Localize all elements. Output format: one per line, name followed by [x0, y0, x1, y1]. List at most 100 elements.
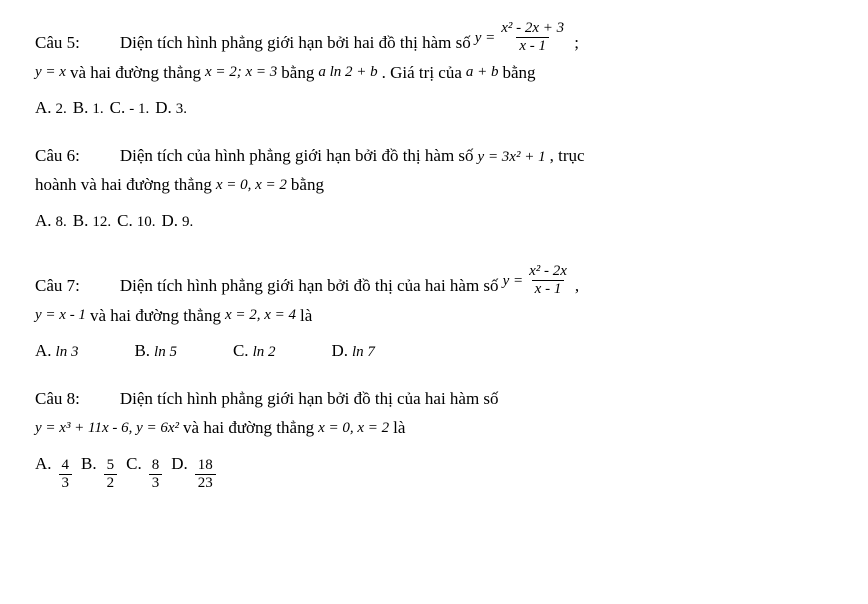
q7-text2a: và hai đường thẳng: [90, 303, 221, 329]
q6-text1: Diện tích của hình phẳng giới hạn bởi đồ…: [120, 143, 474, 169]
q8-answers: A. 4 3 B. 5 2 C. 8 3 D. 18 23: [35, 451, 833, 493]
q7-f2: y = x - 1: [35, 304, 86, 327]
ans-label-d: D.: [331, 338, 348, 364]
q5-f5: a + b: [466, 61, 499, 84]
q6-line2: hoành và hai đường thẳng x = 0, x = 2 bằ…: [35, 172, 833, 198]
q5-fraction1: x² - 2x + 3 x - 1: [498, 20, 567, 56]
ans-label-c: C.: [117, 208, 133, 234]
ans-label-c: C.: [233, 338, 249, 364]
q8-line2: y = x³ + 11x - 6, y = 6x² và hai đường t…: [35, 415, 833, 441]
q7-ansD: ln 7: [352, 341, 375, 364]
period: .: [152, 211, 156, 234]
q8-f2: x = 0, x = 2: [318, 417, 389, 440]
q8-ans-c: C. 8 3: [126, 451, 165, 493]
q6-text2a: hoành và hai đường thẳng: [35, 172, 212, 198]
question-8: Câu 8: Diện tích hình phẳng giới hạn bởi…: [35, 386, 833, 493]
q6-ans-d: D. 9 .: [161, 208, 193, 234]
q8-ansB-frac: 5 2: [104, 457, 118, 493]
q8-ansA-num: 4: [59, 457, 73, 474]
q5-f2: y = x: [35, 61, 66, 84]
q8-ansD-frac: 18 23: [195, 457, 216, 493]
q8-ansC-num: 8: [149, 457, 163, 474]
q7-line2: y = x - 1 và hai đường thẳng x = 2, x = …: [35, 303, 833, 329]
q6-f2: x = 0, x = 2: [216, 174, 287, 197]
q8-ansB-num: 5: [104, 457, 118, 474]
q8-ans-d: D. 18 23: [171, 451, 219, 493]
q7-comma: ,: [575, 273, 579, 299]
period: .: [190, 211, 194, 234]
q5-ans-c: C. - 1.: [110, 95, 150, 121]
period: .: [107, 211, 111, 234]
q6-text1b: , trục: [550, 143, 585, 169]
q8-line1: Câu 8: Diện tích hình phẳng giới hạn bởi…: [35, 386, 833, 412]
q5-formula1-lhs: y =: [475, 27, 496, 50]
q7-ansC: ln 2: [253, 341, 276, 364]
q5-f3: x = 2; x = 3: [205, 61, 277, 84]
q6-text2b: bằng: [291, 172, 324, 198]
q7-f1-den: x - 1: [532, 280, 565, 298]
q8-ansD-num: 18: [195, 457, 216, 474]
q6-answers: A. 8 . B. 12 . C. 10 . D. 9 .: [35, 208, 833, 234]
q7-fraction1: x² - 2x x - 1: [526, 263, 570, 299]
q7-line1: Câu 7: Diện tích hình phẳng giới hạn bởi…: [35, 263, 833, 299]
ans-label-b: B.: [81, 451, 97, 477]
q7-ans-b: B. ln 5: [134, 338, 177, 364]
ans-label-b: B.: [73, 208, 89, 234]
q8-ansA-frac: 4 3: [59, 457, 73, 493]
q5-line2: y = x và hai đường thẳng x = 2; x = 3 bằ…: [35, 60, 833, 86]
q5-text2b: bằng: [281, 60, 314, 86]
q7-ans-d: D. ln 7: [331, 338, 374, 364]
ans-label-d: D.: [161, 208, 178, 234]
q5-line1: Câu 5: Diện tích hình phẳng giới hạn bởi…: [35, 20, 833, 56]
q8-text1: Diện tích hình phẳng giới hạn bởi đồ thị…: [120, 386, 499, 412]
ans-label-c: C.: [126, 451, 142, 477]
ans-label-a: A.: [35, 208, 52, 234]
q7-text2b: là: [300, 303, 312, 329]
q5-ans-a: A. 2.: [35, 95, 67, 121]
period: .: [63, 211, 67, 234]
q6-ansC: 10: [137, 211, 152, 234]
q5-ans-d: D. 3.: [155, 95, 187, 121]
q6-ansA: 8: [56, 211, 64, 234]
q7-ansB: ln 5: [154, 341, 177, 364]
q5-ans-b: B. 1.: [73, 95, 104, 121]
q6-ansD: 9: [182, 211, 190, 234]
q7-f3: x = 2, x = 4: [225, 304, 296, 327]
q7-f1-lhs: y =: [503, 270, 524, 293]
q8-label: Câu 8:: [35, 386, 80, 412]
ans-label-b: B.: [73, 95, 89, 121]
q8-ans-b: B. 5 2: [81, 451, 120, 493]
ans-label-a: A.: [35, 451, 52, 477]
q5-ansD: 3.: [176, 98, 187, 121]
q7-text1: Diện tích hình phẳng giới hạn bởi đồ thị…: [120, 273, 499, 299]
q5-text2a: và hai đường thẳng: [70, 60, 201, 86]
q6-ans-a: A. 8 .: [35, 208, 67, 234]
question-7: Câu 7: Diện tích hình phẳng giới hạn bởi…: [35, 263, 833, 364]
q8-f1: y = x³ + 11x - 6, y = 6x²: [35, 417, 179, 440]
q8-text2a: và hai đường thẳng: [183, 415, 314, 441]
q5-ansB: 1.: [92, 98, 103, 121]
q8-ansC-den: 3: [149, 474, 163, 492]
q7-f1-num: x² - 2x: [526, 263, 570, 280]
q5-formula1: y = x² - 2x + 3 x - 1: [475, 20, 570, 56]
q8-ansB-den: 2: [104, 474, 118, 492]
q5-semicolon: ;: [574, 30, 579, 56]
q8-ansD-den: 23: [195, 474, 216, 492]
q6-line1: Câu 6: Diện tích của hình phẳng giới hạn…: [35, 143, 833, 169]
q6-ans-b: B. 12 .: [73, 208, 111, 234]
ans-label-c: C.: [110, 95, 126, 121]
q6-label: Câu 6:: [35, 143, 80, 169]
q5-text2c: . Giá trị của: [382, 60, 462, 86]
ans-label-a: A.: [35, 95, 52, 121]
q8-text2b: là: [393, 415, 405, 441]
ans-label-a: A.: [35, 338, 52, 364]
ans-label-d: D.: [155, 95, 172, 121]
q8-ansA-den: 3: [59, 474, 73, 492]
question-6: Câu 6: Diện tích của hình phẳng giới hạn…: [35, 143, 833, 234]
q5-answers: A. 2. B. 1. C. - 1. D. 3.: [35, 95, 833, 121]
q5-ansA: 2.: [56, 98, 67, 121]
q7-ans-a: A. ln 3: [35, 338, 78, 364]
q7-ans-c: C. ln 2: [233, 338, 276, 364]
q6-f1: y = 3x² + 1: [478, 146, 546, 169]
ans-label-d: D.: [171, 451, 188, 477]
